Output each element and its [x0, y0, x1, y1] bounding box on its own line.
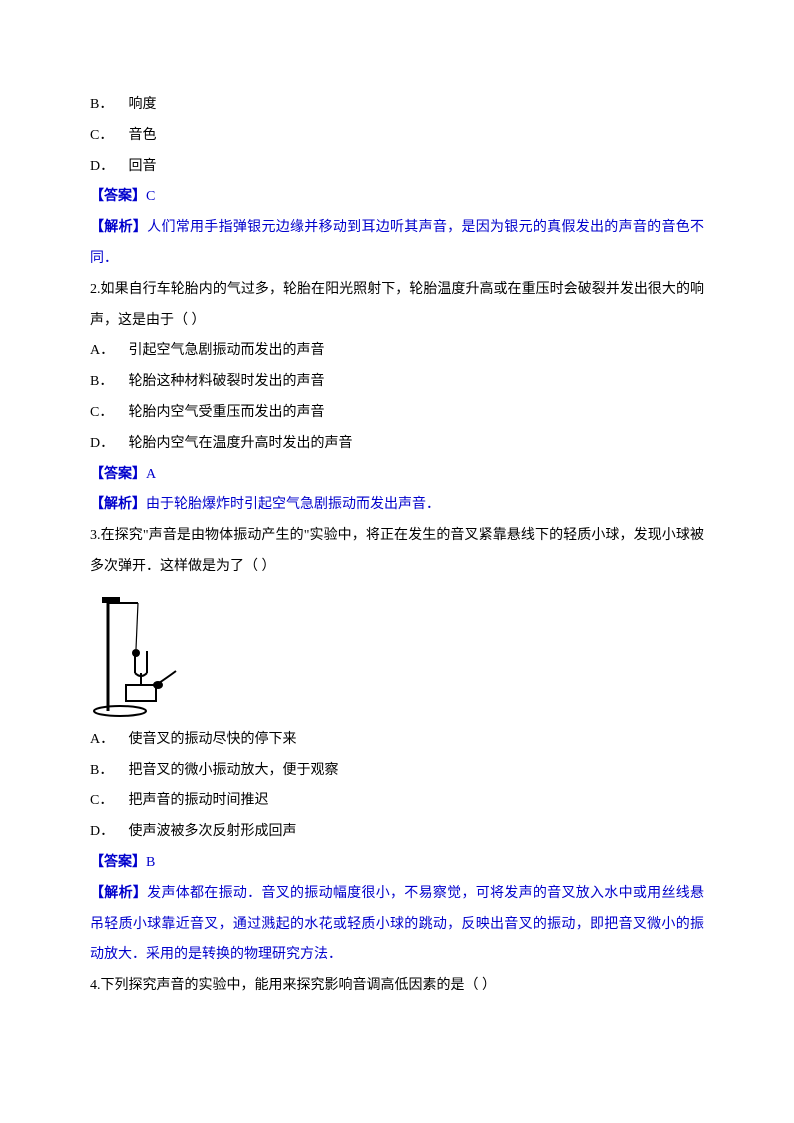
explain-text: 发声体都在振动．音叉的振动幅度很小，不易察觉，可将发声的音叉放入水中或用丝线悬吊… [90, 886, 704, 963]
option-text: 引起空气急剧振动而发出的声音 [129, 343, 325, 358]
q3-stem: 3.在探究"声音是由物体振动产生的"实验中，将正在发生的音叉紧靠悬线下的轻质小球… [90, 521, 704, 583]
q2-option-a: A． 引起空气急剧振动而发出的声音 [90, 336, 704, 367]
q3-explanation: 【解析】发声体都在振动．音叉的振动幅度很小，不易察觉，可将发声的音叉放入水中或用… [90, 879, 704, 971]
option-label: D． [90, 429, 125, 460]
q2-stem: 2.如果自行车轮胎内的气过多，轮胎在阳光照射下，轮胎温度升高或在重压时会破裂并发… [90, 275, 704, 337]
option-label: C． [90, 121, 125, 152]
explain-text: 人们常用手指弹银元边缘并移动到耳边听其声音，是因为银元的真假发出的声音的音色不同… [90, 220, 704, 266]
option-label: A． [90, 336, 125, 367]
q3-option-c: C． 把声音的振动时间推迟 [90, 786, 704, 817]
option-text: 音色 [129, 128, 157, 143]
q3-diagram [90, 589, 180, 719]
q4-stem: 4.下列探究声音的实验中，能用来探究影响音调高低因素的是（ ） [90, 971, 704, 1002]
option-text: 把声音的振动时间推迟 [129, 793, 269, 808]
explain-label: 【解析】 [90, 220, 147, 235]
q2-answer: 【答案】A [90, 460, 704, 491]
option-label: D． [90, 817, 125, 848]
option-label: C． [90, 786, 125, 817]
option-text: 回音 [129, 159, 157, 174]
q1-option-d: D． 回音 [90, 152, 704, 183]
q2-option-d: D． 轮胎内空气在温度升高时发出的声音 [90, 429, 704, 460]
q1-option-c: C． 音色 [90, 121, 704, 152]
q2-explanation: 【解析】由于轮胎爆炸时引起空气急剧振动而发出声音． [90, 490, 704, 521]
q2-option-b: B． 轮胎这种材料破裂时发出的声音 [90, 367, 704, 398]
option-text: 轮胎内空气在温度升高时发出的声音 [129, 436, 353, 451]
q3-option-b: B． 把音叉的微小振动放大，便于观察 [90, 756, 704, 787]
explain-text: 由于轮胎爆炸时引起空气急剧振动而发出声音． [146, 497, 440, 512]
option-label: B． [90, 367, 125, 398]
option-label: A． [90, 725, 125, 756]
option-text: 使声波被多次反射形成回声 [129, 824, 297, 839]
option-text: 把音叉的微小振动放大，便于观察 [129, 763, 339, 778]
tuning-fork-apparatus-icon [90, 589, 180, 719]
option-label: C． [90, 398, 125, 429]
q2-option-c: C． 轮胎内空气受重压而发出的声音 [90, 398, 704, 429]
answer-label: 【答案】 [90, 189, 146, 204]
option-label: B． [90, 756, 125, 787]
q1-answer: 【答案】C [90, 182, 704, 213]
explain-label: 【解析】 [90, 886, 147, 901]
q3-option-d: D． 使声波被多次反射形成回声 [90, 817, 704, 848]
option-text: 轮胎这种材料破裂时发出的声音 [129, 374, 325, 389]
option-text: 使音叉的振动尽快的停下来 [129, 732, 297, 747]
option-label: B． [90, 90, 125, 121]
answer-label: 【答案】 [90, 855, 146, 870]
q3-answer: 【答案】B [90, 848, 704, 879]
q1-explanation: 【解析】人们常用手指弹银元边缘并移动到耳边听其声音，是因为银元的真假发出的声音的… [90, 213, 704, 275]
answer-label: 【答案】 [90, 467, 146, 482]
q1-option-b: B． 响度 [90, 90, 704, 121]
answer-value: A [146, 467, 156, 482]
option-label: D． [90, 152, 125, 183]
explain-label: 【解析】 [90, 497, 146, 512]
answer-value: C [146, 189, 155, 204]
option-text: 轮胎内空气受重压而发出的声音 [129, 405, 325, 420]
q3-option-a: A． 使音叉的振动尽快的停下来 [90, 725, 704, 756]
option-text: 响度 [129, 97, 157, 112]
answer-value: B [146, 855, 155, 870]
